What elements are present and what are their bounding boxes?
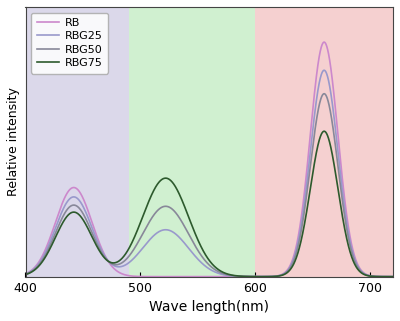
Legend: RB, RBG25, RBG50, RBG75: RB, RBG25, RBG50, RBG75 (31, 13, 108, 74)
RBG50 (23, 273, 28, 276)
RBG75 (65, 214, 70, 218)
RBG75 (23, 273, 28, 276)
RBG50 (164, 204, 169, 208)
RBG25 (87, 219, 92, 222)
RBG75 (344, 235, 349, 239)
RB (87, 212, 92, 216)
Bar (255, 7, 393, 277)
RB (65, 191, 70, 195)
Line: RB: RB (26, 42, 393, 277)
RBG25 (23, 272, 28, 276)
Line: RBG50: RBG50 (26, 94, 393, 277)
RBG25 (344, 219, 349, 222)
RB (213, 275, 218, 279)
RBG50 (180, 221, 185, 225)
RBG50 (384, 275, 388, 279)
RBG50 (322, 92, 326, 96)
RBG25 (164, 228, 169, 232)
RBG25 (391, 275, 396, 279)
Line: RBG25: RBG25 (26, 70, 393, 277)
Bar (129, 7, 255, 277)
RB (391, 275, 396, 279)
RBG25 (65, 200, 70, 204)
RB (23, 272, 28, 276)
Y-axis label: Relative intensity: Relative intensity (7, 87, 20, 196)
RBG25 (180, 239, 185, 243)
RBG75 (384, 275, 388, 279)
RBG75 (322, 129, 326, 133)
Bar (26, 7, 129, 277)
RB (322, 40, 326, 44)
X-axis label: Wave length(nm): Wave length(nm) (149, 300, 269, 314)
RBG50 (65, 207, 70, 211)
RBG50 (344, 225, 349, 229)
RBG75 (87, 229, 92, 233)
RBG75 (180, 199, 185, 203)
Line: RBG75: RBG75 (26, 131, 393, 277)
RBG75 (391, 275, 396, 279)
RBG75 (164, 176, 169, 180)
RBG25 (384, 275, 388, 279)
RBG50 (391, 275, 396, 279)
RB (384, 275, 388, 279)
RB (344, 212, 349, 215)
RBG50 (87, 224, 92, 228)
RBG25 (322, 68, 326, 72)
RB (164, 275, 169, 279)
RB (180, 275, 185, 279)
